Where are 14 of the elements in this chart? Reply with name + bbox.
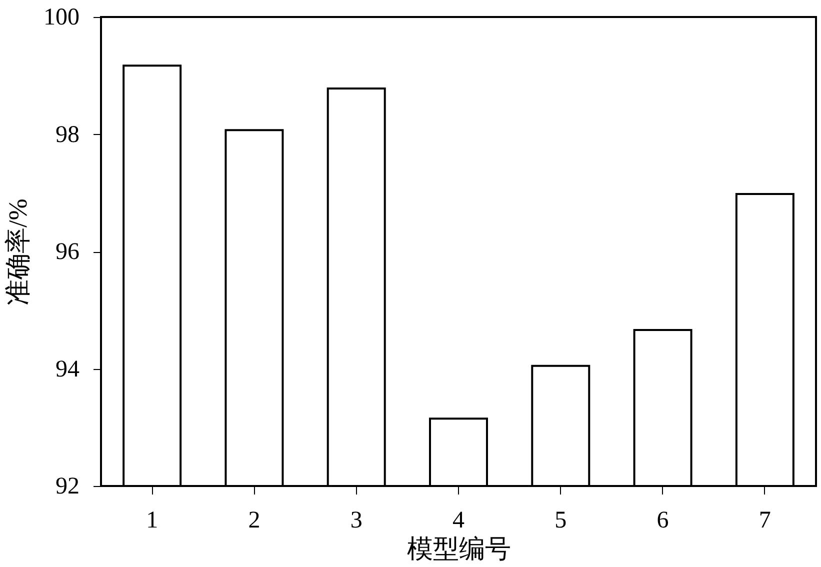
y-tick-label: 100 [44,4,80,30]
x-tick-label: 2 [248,508,260,534]
x-axis-title: 模型编号 [407,534,511,564]
x-tick-label: 7 [758,508,771,534]
x-tick-label: 1 [146,508,158,534]
x-tick-label: 4 [452,508,464,534]
x-tick-label: 6 [656,508,669,534]
y-tick-label: 96 [56,239,80,265]
y-tick-label: 92 [56,474,80,500]
y-tick-label: 98 [56,122,80,148]
y-axis-title: 准确率/% [4,198,32,306]
x-tick-label: 5 [554,508,567,534]
x-tick-label: 3 [350,508,362,534]
y-tick-label: 94 [56,356,80,382]
